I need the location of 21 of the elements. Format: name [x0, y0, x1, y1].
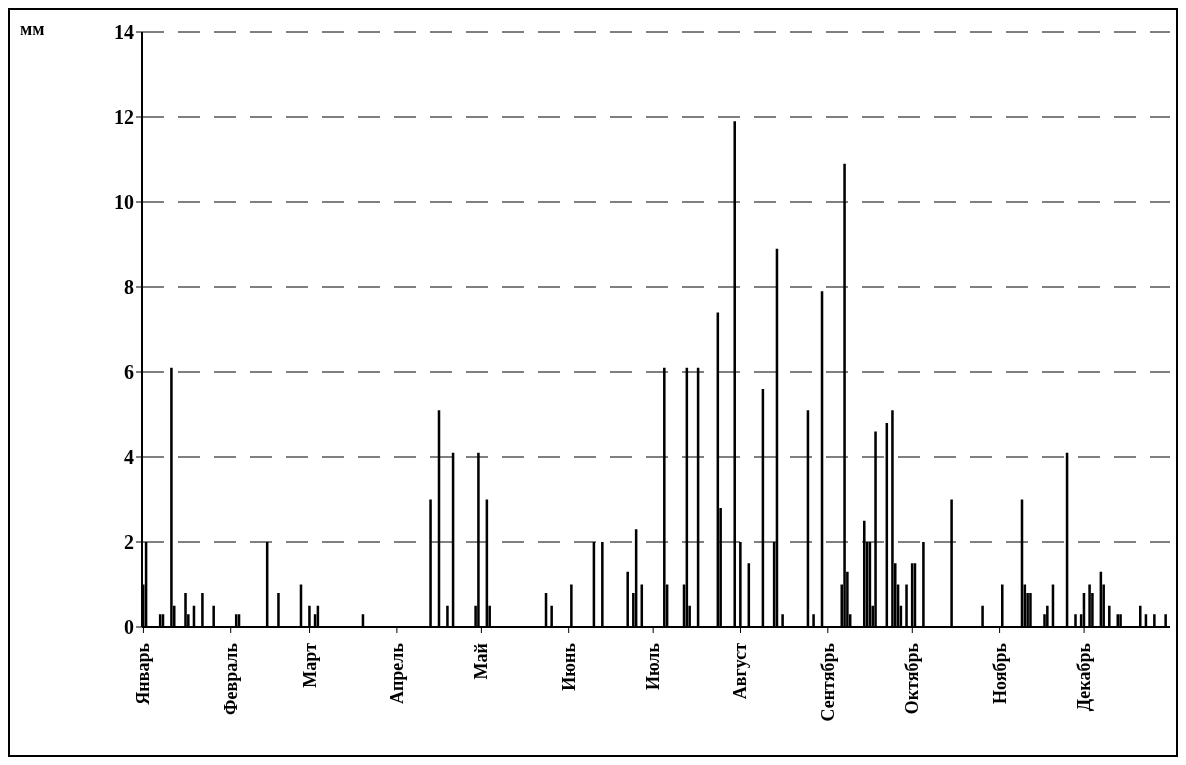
y-axis-title: мм	[20, 18, 45, 39]
y-tick-label: 0	[124, 616, 134, 639]
x-tick-label: Сентябрь	[817, 642, 838, 722]
y-tick-label: 2	[124, 531, 134, 554]
y-tick-label: 12	[114, 106, 134, 129]
x-tick-label: Апрель	[386, 642, 407, 704]
y-tick-label: 4	[124, 446, 134, 469]
y-tick-label: 6	[124, 361, 134, 384]
x-tick-label: Ноябрь	[989, 642, 1010, 704]
y-tick-label: 14	[114, 21, 134, 44]
x-tick-label: Январь	[133, 642, 154, 705]
y-tick-label: 8	[124, 276, 134, 299]
x-tick-label: Июнь	[558, 642, 579, 691]
x-tick-label: Май	[471, 643, 492, 680]
x-tick-label: Декабрь	[1074, 642, 1095, 712]
x-tick-label: Март	[299, 642, 320, 688]
x-tick-label: Февраль	[220, 642, 241, 715]
x-tick-label: Август	[730, 642, 751, 700]
y-tick-label: 10	[114, 191, 134, 214]
x-tick-label: Октябрь	[902, 642, 923, 715]
x-tick-label: Июль	[643, 642, 664, 690]
